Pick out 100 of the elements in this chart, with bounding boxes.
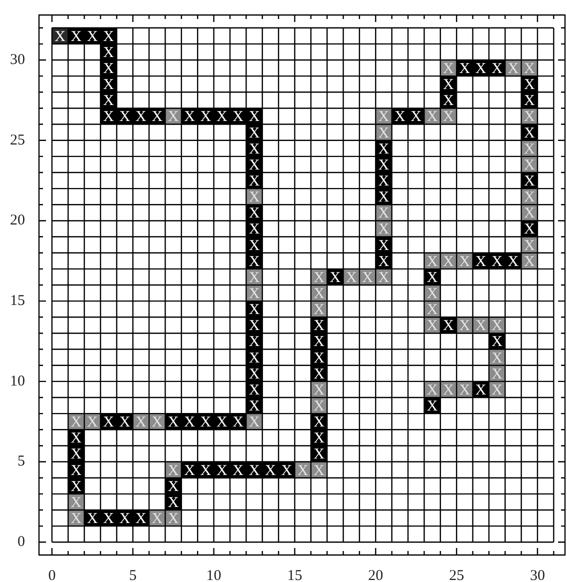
data-label: X	[248, 173, 260, 190]
data-label: X	[524, 60, 535, 77]
data-label: X	[200, 414, 212, 431]
data-label: X	[524, 141, 535, 158]
data-label: X	[103, 60, 114, 77]
data-label: X	[184, 414, 196, 431]
data-label: X	[168, 494, 179, 511]
data-label: X	[248, 302, 260, 318]
data-label: X	[314, 350, 325, 366]
data-label: X	[248, 398, 260, 414]
data-label: X	[103, 109, 114, 126]
data-label: X	[168, 462, 179, 479]
data-label: X	[168, 414, 179, 431]
data-label: X	[70, 462, 82, 479]
data-label: X	[216, 462, 228, 479]
data-label: X	[378, 270, 390, 286]
data-label: X	[524, 254, 535, 270]
data-label: X	[443, 109, 454, 126]
data-label: X	[70, 430, 82, 447]
data-label: X	[492, 382, 503, 398]
data-label: X	[168, 510, 179, 527]
y-tick-label: 5	[18, 454, 25, 470]
data-label: X	[86, 28, 98, 45]
x-tick-label: 5	[129, 568, 137, 582]
x-tick-label: 25	[449, 568, 464, 582]
data-label: X	[426, 382, 438, 398]
data-label: X	[168, 478, 179, 495]
data-label: X	[54, 28, 66, 45]
data-label: X	[475, 382, 486, 398]
data-label: X	[70, 510, 82, 527]
y-tick-label: 15	[10, 293, 25, 310]
data-label: X	[314, 334, 325, 350]
data-label: X	[70, 28, 82, 45]
data-label: X	[248, 222, 260, 238]
data-label: X	[103, 77, 114, 94]
data-label: X	[70, 446, 82, 463]
data-label: X	[314, 302, 325, 318]
data-label: X	[426, 109, 438, 126]
data-label: X	[492, 60, 503, 77]
data-label: X	[86, 510, 98, 527]
data-label: X	[184, 109, 196, 126]
data-label: X	[103, 93, 114, 110]
data-label: X	[248, 109, 260, 126]
x-tick-label: 20	[368, 568, 384, 582]
data-label: X	[492, 334, 503, 350]
data-label: X	[459, 60, 470, 77]
data-label: X	[70, 494, 82, 511]
data-label: X	[459, 318, 470, 334]
data-label: X	[426, 254, 438, 270]
data-label: X	[508, 60, 519, 77]
data-label: X	[443, 60, 454, 77]
data-label: X	[314, 270, 325, 286]
data-label: X	[136, 414, 147, 431]
data-label: X	[524, 190, 535, 206]
data-label: X	[378, 222, 390, 238]
data-label: X	[70, 414, 82, 431]
data-label: X	[314, 414, 325, 431]
data-label: X	[426, 398, 438, 414]
data-label: X	[362, 270, 374, 286]
y-tick-label: 0	[18, 534, 25, 550]
data-label: X	[232, 414, 244, 431]
data-label: X	[378, 254, 390, 270]
data-label: X	[248, 350, 260, 366]
data-label: X	[314, 366, 325, 382]
data-label: X	[378, 206, 390, 222]
data-label: X	[103, 28, 114, 45]
data-label: X	[281, 462, 292, 479]
data-label: X	[248, 238, 260, 254]
data-label: X	[378, 109, 390, 126]
data-label: X	[346, 270, 357, 286]
data-label: X	[378, 157, 390, 174]
data-label: X	[216, 109, 228, 126]
data-label: X	[248, 334, 260, 350]
data-label: X	[103, 510, 114, 527]
data-label: X	[524, 238, 535, 254]
data-label: X	[136, 109, 147, 126]
data-label: X	[184, 462, 196, 479]
data-label: X	[475, 60, 486, 77]
y-tick-label: 30	[10, 52, 25, 68]
data-label: X	[248, 414, 260, 431]
data-label: X	[119, 414, 130, 431]
data-label: X	[152, 414, 163, 431]
data-label: X	[524, 206, 535, 222]
data-label: X	[426, 318, 438, 334]
data-label: X	[524, 93, 535, 110]
data-label: X	[410, 109, 422, 126]
y-tick-label: 10	[10, 373, 25, 390]
data-label: X	[86, 414, 98, 431]
data-label: X	[378, 190, 390, 206]
data-label: X	[152, 510, 163, 527]
data-label: X	[216, 414, 228, 431]
data-label: X	[200, 109, 212, 126]
data-label: X	[248, 462, 260, 479]
data-label: X	[492, 366, 503, 382]
data-label: X	[314, 462, 325, 479]
data-label: X	[314, 286, 325, 302]
data-label: X	[248, 125, 260, 142]
data-label: X	[248, 382, 260, 398]
data-label: X	[119, 109, 130, 126]
data-label: X	[459, 254, 470, 270]
